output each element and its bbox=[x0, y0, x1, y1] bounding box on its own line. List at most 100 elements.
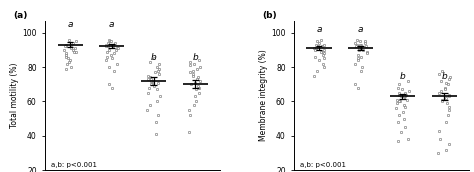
Point bbox=[152, 121, 160, 123]
Point bbox=[147, 78, 155, 80]
Point bbox=[112, 49, 119, 51]
Point bbox=[62, 54, 70, 56]
Point bbox=[190, 62, 197, 65]
Point bbox=[395, 93, 403, 96]
Point bbox=[144, 78, 152, 80]
Point bbox=[145, 86, 153, 89]
Point bbox=[186, 61, 194, 63]
Point bbox=[446, 105, 453, 108]
Point bbox=[395, 100, 402, 103]
Point bbox=[154, 81, 162, 84]
Point bbox=[195, 59, 202, 62]
Point bbox=[317, 50, 325, 53]
Point bbox=[445, 109, 453, 111]
Point bbox=[111, 42, 119, 44]
Point bbox=[403, 98, 410, 101]
Point bbox=[363, 50, 371, 53]
Point bbox=[399, 97, 407, 99]
Point bbox=[145, 74, 152, 77]
Point bbox=[355, 49, 363, 51]
Point bbox=[394, 140, 402, 142]
Point bbox=[395, 114, 403, 117]
Point bbox=[102, 59, 110, 62]
Point bbox=[394, 86, 402, 89]
Point bbox=[114, 47, 121, 50]
Point bbox=[315, 42, 323, 44]
Point bbox=[146, 104, 154, 106]
Point bbox=[312, 47, 320, 50]
Point bbox=[194, 85, 202, 87]
Point bbox=[313, 69, 320, 72]
Point bbox=[108, 40, 115, 43]
Text: a: a bbox=[67, 20, 73, 29]
Point bbox=[354, 59, 362, 62]
Point bbox=[114, 47, 121, 50]
Point bbox=[72, 50, 80, 53]
Point bbox=[104, 45, 111, 48]
Point bbox=[396, 100, 404, 103]
Point bbox=[354, 54, 361, 56]
Point bbox=[438, 98, 446, 101]
Point bbox=[392, 107, 400, 110]
Point bbox=[361, 40, 368, 43]
Point bbox=[65, 61, 73, 63]
Point bbox=[444, 114, 452, 117]
Point bbox=[192, 100, 200, 103]
Y-axis label: Total motility (%): Total motility (%) bbox=[10, 63, 19, 128]
Point bbox=[363, 52, 370, 55]
Point bbox=[312, 43, 319, 46]
Point bbox=[150, 57, 158, 60]
Point bbox=[397, 131, 405, 134]
Point bbox=[401, 95, 409, 98]
Point bbox=[436, 73, 443, 75]
Point bbox=[314, 45, 322, 48]
Point bbox=[310, 47, 318, 50]
Point bbox=[187, 64, 194, 67]
Point bbox=[446, 93, 453, 96]
Point bbox=[351, 62, 359, 65]
Point bbox=[148, 79, 156, 82]
Point bbox=[395, 83, 403, 86]
Point bbox=[357, 55, 365, 58]
Point bbox=[354, 43, 361, 46]
Point bbox=[110, 52, 118, 55]
Point bbox=[442, 97, 450, 99]
Point bbox=[108, 43, 116, 46]
Point bbox=[319, 62, 327, 65]
Point bbox=[438, 100, 446, 103]
Text: a: a bbox=[358, 25, 364, 34]
Point bbox=[109, 43, 117, 46]
Point bbox=[155, 69, 162, 72]
Point bbox=[441, 86, 449, 89]
Point bbox=[401, 97, 408, 99]
Point bbox=[401, 126, 409, 129]
Point bbox=[102, 45, 110, 48]
Point bbox=[147, 83, 155, 86]
Point bbox=[69, 49, 76, 51]
Point bbox=[435, 92, 443, 94]
Point bbox=[191, 104, 198, 106]
Point bbox=[319, 50, 327, 53]
Point bbox=[319, 54, 327, 56]
Point bbox=[145, 92, 152, 94]
Point bbox=[154, 88, 161, 91]
Point bbox=[363, 45, 370, 48]
Point bbox=[144, 109, 151, 111]
Point bbox=[192, 88, 200, 91]
Text: a: a bbox=[109, 20, 115, 29]
Point bbox=[356, 40, 364, 43]
Point bbox=[194, 76, 202, 79]
Point bbox=[105, 38, 113, 41]
Text: b: b bbox=[400, 72, 405, 81]
Point bbox=[320, 66, 328, 68]
Point bbox=[67, 43, 75, 46]
Point bbox=[196, 66, 204, 68]
Point bbox=[395, 121, 402, 123]
Text: (b): (b) bbox=[263, 11, 277, 20]
Point bbox=[105, 66, 113, 68]
Point bbox=[356, 43, 364, 46]
Point bbox=[437, 90, 445, 93]
Point bbox=[400, 104, 408, 106]
Point bbox=[187, 83, 194, 86]
Point bbox=[155, 73, 163, 75]
